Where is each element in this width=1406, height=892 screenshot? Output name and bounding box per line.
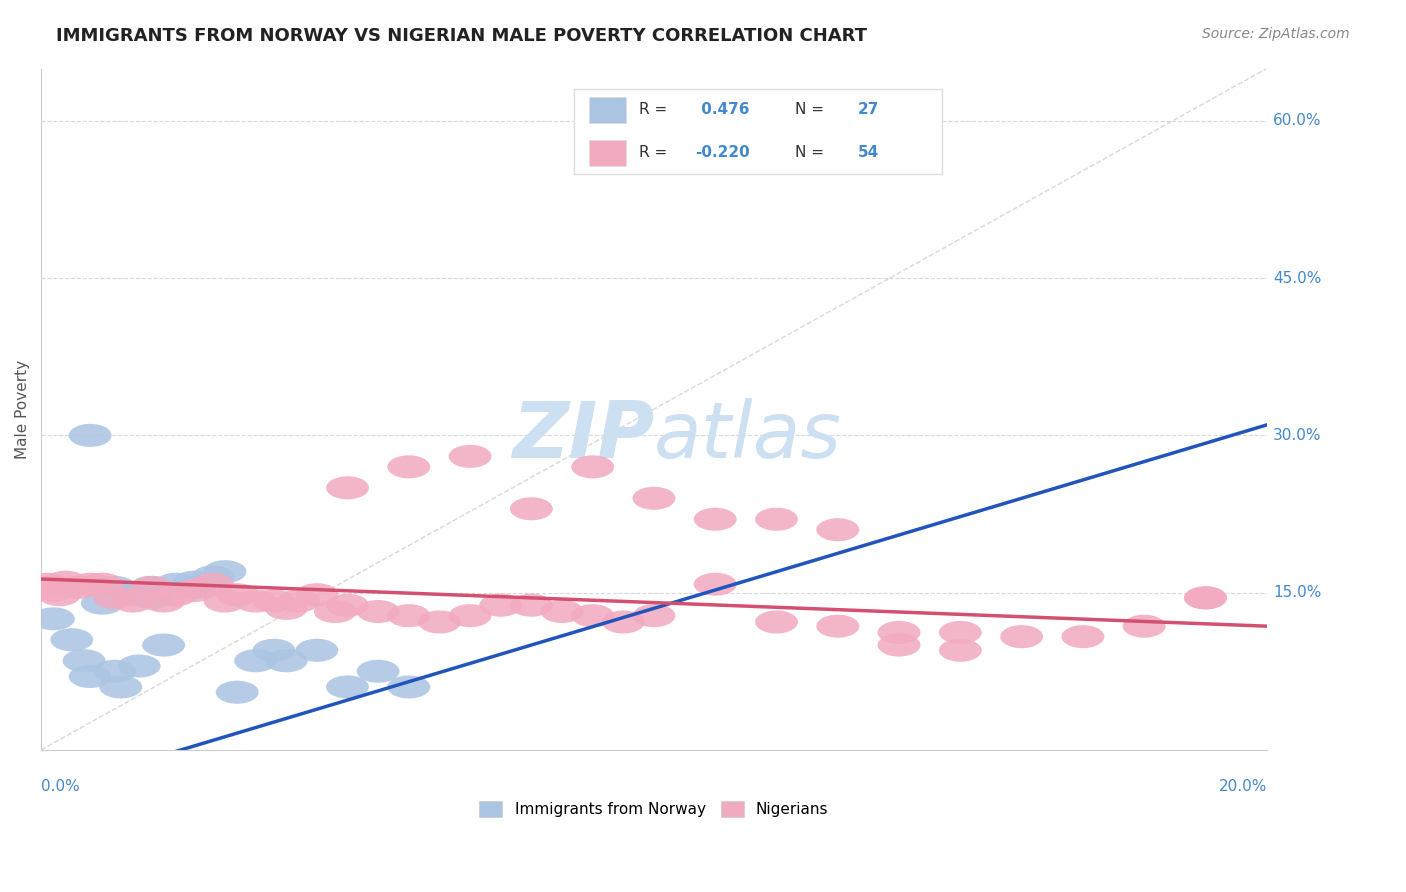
Ellipse shape xyxy=(204,590,246,613)
Ellipse shape xyxy=(939,639,981,662)
Ellipse shape xyxy=(129,576,173,599)
Ellipse shape xyxy=(314,600,357,623)
Ellipse shape xyxy=(326,594,368,616)
Ellipse shape xyxy=(357,660,399,682)
Ellipse shape xyxy=(38,583,82,607)
Text: IMMIGRANTS FROM NORWAY VS NIGERIAN MALE POVERTY CORRELATION CHART: IMMIGRANTS FROM NORWAY VS NIGERIAN MALE … xyxy=(56,27,868,45)
Y-axis label: Male Poverty: Male Poverty xyxy=(15,359,30,458)
Ellipse shape xyxy=(571,604,614,627)
Ellipse shape xyxy=(32,579,75,602)
Text: 15.0%: 15.0% xyxy=(1272,585,1322,600)
Ellipse shape xyxy=(111,590,155,613)
Legend: Immigrants from Norway, Nigerians: Immigrants from Norway, Nigerians xyxy=(474,795,835,823)
Ellipse shape xyxy=(111,583,155,607)
Text: ZIP: ZIP xyxy=(512,399,654,475)
Ellipse shape xyxy=(264,597,308,620)
Ellipse shape xyxy=(1184,586,1227,609)
Ellipse shape xyxy=(633,487,675,510)
Ellipse shape xyxy=(155,583,197,607)
Ellipse shape xyxy=(69,424,111,447)
Ellipse shape xyxy=(602,610,645,633)
Ellipse shape xyxy=(253,639,295,662)
Text: 20.0%: 20.0% xyxy=(1219,780,1267,794)
Ellipse shape xyxy=(277,590,321,613)
Ellipse shape xyxy=(388,455,430,478)
Text: 60.0%: 60.0% xyxy=(1272,113,1322,128)
Ellipse shape xyxy=(755,610,799,633)
Ellipse shape xyxy=(51,628,93,651)
Ellipse shape xyxy=(191,566,235,589)
Ellipse shape xyxy=(32,607,75,631)
Ellipse shape xyxy=(817,518,859,541)
Ellipse shape xyxy=(62,649,105,673)
Ellipse shape xyxy=(1184,586,1227,609)
Ellipse shape xyxy=(418,610,461,633)
Ellipse shape xyxy=(82,573,124,596)
Ellipse shape xyxy=(449,604,492,627)
Ellipse shape xyxy=(1000,625,1043,648)
Ellipse shape xyxy=(215,583,259,607)
Ellipse shape xyxy=(1123,615,1166,638)
Ellipse shape xyxy=(388,675,430,698)
Ellipse shape xyxy=(173,579,215,602)
Ellipse shape xyxy=(449,445,492,468)
Ellipse shape xyxy=(326,675,368,698)
Ellipse shape xyxy=(540,600,583,623)
Ellipse shape xyxy=(44,571,87,594)
Ellipse shape xyxy=(357,600,399,623)
Ellipse shape xyxy=(93,586,136,609)
Text: 0.0%: 0.0% xyxy=(41,780,80,794)
Ellipse shape xyxy=(142,590,186,613)
Ellipse shape xyxy=(295,583,339,607)
Ellipse shape xyxy=(939,621,981,644)
Ellipse shape xyxy=(877,633,921,657)
Ellipse shape xyxy=(56,576,100,599)
Ellipse shape xyxy=(479,594,522,616)
Ellipse shape xyxy=(173,571,215,594)
Ellipse shape xyxy=(204,560,246,583)
Text: 30.0%: 30.0% xyxy=(1272,428,1322,443)
Ellipse shape xyxy=(129,586,173,609)
Ellipse shape xyxy=(253,590,295,613)
Ellipse shape xyxy=(693,508,737,531)
Ellipse shape xyxy=(118,655,160,678)
Ellipse shape xyxy=(235,590,277,613)
Ellipse shape xyxy=(100,675,142,698)
Text: Source: ZipAtlas.com: Source: ZipAtlas.com xyxy=(1202,27,1350,41)
Ellipse shape xyxy=(264,649,308,673)
Ellipse shape xyxy=(191,573,235,596)
Ellipse shape xyxy=(142,633,186,657)
Ellipse shape xyxy=(633,604,675,627)
Ellipse shape xyxy=(93,576,136,599)
Ellipse shape xyxy=(877,621,921,644)
Ellipse shape xyxy=(129,576,173,599)
Ellipse shape xyxy=(1062,625,1104,648)
Text: 45.0%: 45.0% xyxy=(1272,270,1322,285)
Ellipse shape xyxy=(755,508,799,531)
Ellipse shape xyxy=(817,615,859,638)
Ellipse shape xyxy=(510,497,553,520)
Text: atlas: atlas xyxy=(654,399,842,475)
Ellipse shape xyxy=(295,639,339,662)
Ellipse shape xyxy=(173,576,215,599)
Ellipse shape xyxy=(235,649,277,673)
Ellipse shape xyxy=(693,573,737,596)
Ellipse shape xyxy=(215,681,259,704)
Ellipse shape xyxy=(388,604,430,627)
Ellipse shape xyxy=(93,660,136,682)
Ellipse shape xyxy=(69,573,111,596)
Ellipse shape xyxy=(571,455,614,478)
Ellipse shape xyxy=(510,594,553,616)
Ellipse shape xyxy=(25,573,69,596)
Ellipse shape xyxy=(155,573,197,596)
Ellipse shape xyxy=(326,476,368,500)
Ellipse shape xyxy=(82,591,124,615)
Ellipse shape xyxy=(69,665,111,688)
